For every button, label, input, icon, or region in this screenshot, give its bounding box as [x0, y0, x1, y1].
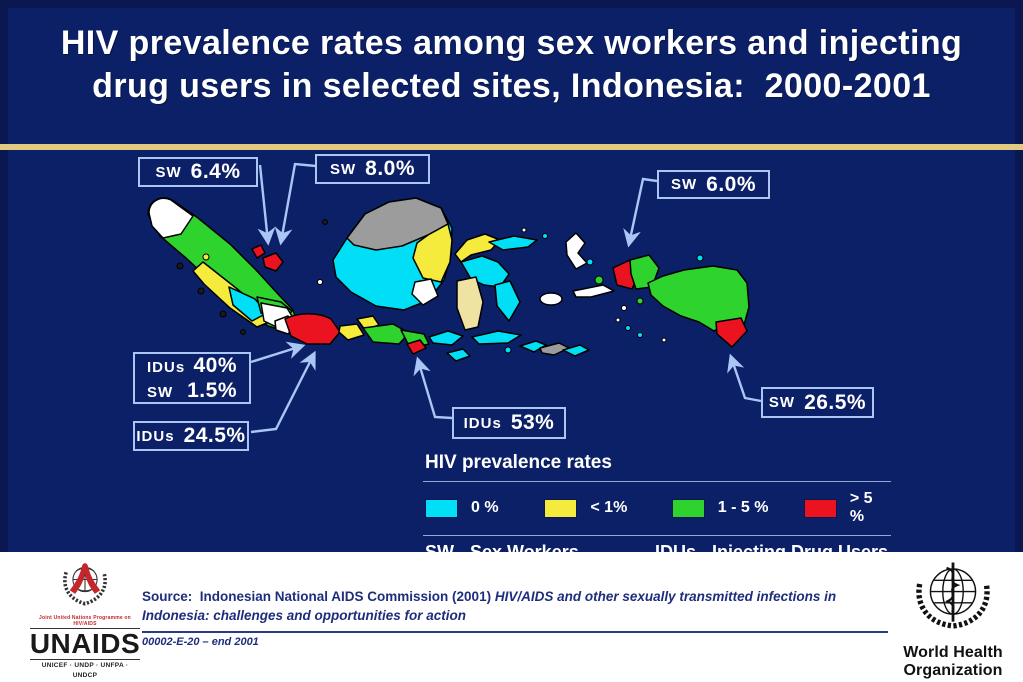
unaids-emblem-icon: [63, 563, 107, 606]
sumatra-island: [147, 197, 298, 335]
who-name-line2: Organization: [903, 661, 1003, 679]
who-name: World Health Organization: [897, 644, 1009, 680]
unaids-name: UNAIDS: [29, 628, 141, 659]
merauke-region: [715, 317, 748, 348]
legend-item: 1 - 5 %: [671, 498, 804, 518]
page-title: HIV prevalence rates among sex workers a…: [0, 22, 1023, 108]
callout-value: 6.0%: [706, 172, 757, 196]
gold-divider: [0, 144, 1023, 150]
navy-background: [0, 0, 1023, 552]
legend-item-label: < 1%: [590, 499, 628, 516]
java-island: [274, 313, 430, 355]
unaids-tagline: Joint United Nations Programme on HIV/AI…: [30, 615, 140, 629]
callout-value: 24.5%: [183, 424, 246, 447]
legend-item-label: 0 %: [471, 499, 499, 516]
legend-item: 0 %: [425, 498, 544, 518]
callout-box-sw-merauke: SW 26.5%: [761, 387, 874, 418]
legend-swatch-red: [804, 498, 837, 518]
source-body: Indonesian National AIDS Commission (200…: [192, 589, 495, 604]
unaids-logo: Joint United Nations Programme on HIV/AI…: [28, 558, 142, 682]
legend-title: HIV prevalence rates: [425, 452, 612, 473]
callout-box-sw-sorong: SW 6.0%: [657, 170, 770, 199]
who-name-line1: World Health: [903, 644, 1003, 661]
bali-island: [406, 339, 427, 355]
callout-label: SW: [147, 383, 174, 401]
indonesia-map: [147, 162, 762, 434]
title-line-2: drug users in selected sites, Indonesia:…: [92, 67, 931, 105]
callout-row: SW 1.5%: [147, 379, 237, 403]
callout-label: IDUs: [463, 414, 502, 432]
unaids-cosponsors-line1: UNICEF · UNDP · UNFPA · UNDCP: [41, 662, 129, 680]
legend-swatch-green: [671, 498, 705, 518]
legend-items-row: 0 % < 1% 1 - 5 % > 5 %: [425, 490, 891, 526]
callout-box-jakarta: IDUs 40% SW 1.5%: [133, 352, 251, 404]
callout-value: 6.4%: [190, 160, 241, 183]
callout-label: IDUs: [136, 427, 175, 445]
source-rule: [142, 631, 888, 633]
nusa-tenggara-islands: [428, 330, 590, 362]
callout-box-idus-bali: IDUs 53%: [452, 407, 566, 439]
papua-island: [612, 254, 750, 348]
legend-divider: [423, 481, 891, 482]
who-logo: World Health Organization: [897, 558, 1009, 680]
riau-islands: [251, 244, 284, 272]
sulawesi-island: [454, 227, 548, 331]
callout-label: IDUs: [147, 358, 186, 376]
legend-item: < 1%: [544, 498, 671, 518]
callout-arrows: [250, 162, 762, 434]
slide-code: 00002-E-20 – end 2001: [142, 636, 259, 648]
callout-value: 53%: [510, 411, 555, 434]
maluku-islands: [539, 232, 631, 331]
callout-value: 1.5%: [187, 378, 237, 402]
callout-label: SW: [329, 160, 357, 178]
unaids-cosponsors: UNICEF · UNDP · UNFPA · UNDCP ILO·UNESCO…: [30, 659, 140, 682]
source-label: Source:: [142, 589, 193, 604]
callout-value: 26.5%: [804, 390, 867, 414]
kalimantan-island: [317, 197, 453, 311]
footer: Joint United Nations Programme on HIV/AI…: [0, 552, 1023, 682]
callout-value: 40%: [193, 353, 237, 377]
legend-item: > 5 %: [804, 490, 891, 526]
callout-box-sw-riau: SW 6.4%: [138, 157, 258, 187]
title-line-1: HIV prevalence rates among sex workers a…: [60, 24, 963, 62]
callout-label: SW: [155, 163, 182, 181]
callout-value: 8.0%: [365, 157, 416, 180]
who-emblem-icon: [916, 562, 990, 629]
source-text: Source: Indonesian National AIDS Commiss…: [142, 588, 894, 626]
legend-item-label: > 5 %: [849, 490, 873, 525]
legend-divider: [423, 535, 891, 536]
callout-row: IDUs 40%: [147, 354, 237, 378]
legend-item-label: 1 - 5 %: [717, 499, 769, 516]
legend-swatch-cyan: [425, 498, 458, 518]
callout-box-sw-batam: SW 8.0%: [315, 154, 430, 184]
callout-box-idus-jakarta: IDUs 24.5%: [133, 421, 249, 451]
callout-label: SW: [670, 176, 698, 193]
legend-swatch-yellow: [544, 498, 578, 518]
callout-label: SW: [768, 394, 796, 411]
source-citation: HIV/AIDS and other sexually transmitted …: [142, 589, 837, 623]
